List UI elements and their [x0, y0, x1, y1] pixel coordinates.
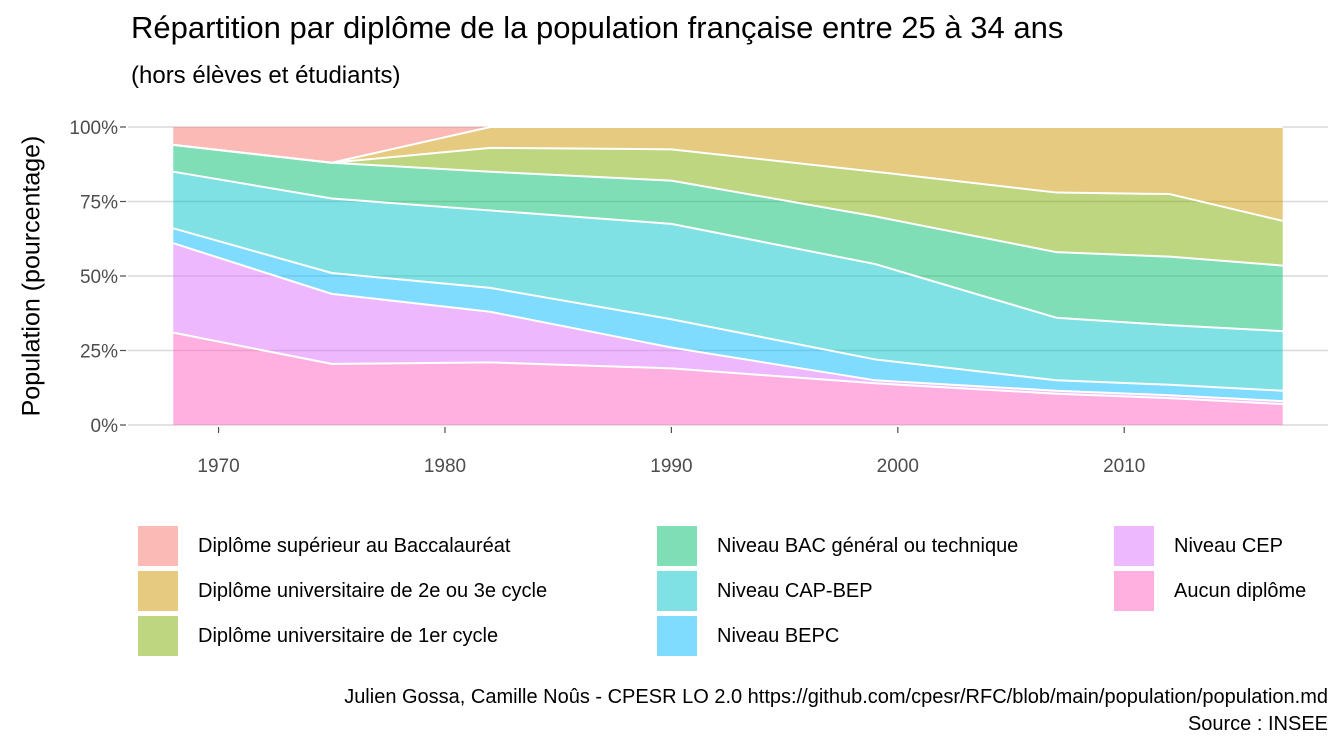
stacked-area-chart: 0% 25% 50% 75% 100% 1970 1980 1990 2000 2010: [69, 118, 1328, 477]
y-tick-label: 0%: [91, 416, 119, 437]
legend-label: Diplôme supérieur au Baccalauréat: [198, 534, 511, 557]
series-boundary-line: [173, 143, 1283, 222]
legend-item: Niveau CEP: [1114, 526, 1283, 566]
series-boundary-line: [172, 242, 1283, 403]
caption: Julien Gossa, Camille Noûs - CPESR LO 2.…: [344, 684, 1328, 738]
legend-swatch: [657, 616, 697, 656]
legend-swatch: [138, 526, 178, 566]
area-aucun-dipl-me: [173, 332, 1283, 425]
x-tick-label: 1970: [197, 456, 239, 477]
x-tick-label: 1980: [424, 456, 466, 477]
legend-label: Diplôme universitaire de 2e ou 3e cycle: [198, 579, 548, 602]
area-niveau-cap-bep: [173, 171, 1283, 391]
area-niveau-bac-g-n-ral-ou-technique: [173, 144, 1283, 332]
legend-item: Diplôme universitaire de 2e ou 3e cycle: [138, 571, 547, 611]
series-boundary-line: [173, 170, 1283, 333]
legend-item: Diplôme supérieur au Baccalauréat: [138, 526, 510, 566]
area-dipl-me-universitaire-de-1er-cycle: [173, 144, 1283, 266]
series-boundary-line: [173, 126, 1283, 164]
legend-swatch: [138, 571, 178, 611]
legend-swatch: [138, 616, 178, 656]
x-tick-label: 1990: [650, 456, 692, 477]
legend-label: Niveau CAP-BEP: [717, 579, 873, 602]
y-tick-label: 75%: [80, 193, 118, 214]
series-boundary-line: [173, 331, 1283, 406]
legend-item: Niveau CAP-BEP: [657, 571, 873, 611]
legend-item: Aucun diplôme: [1114, 571, 1306, 611]
legend-swatch: [657, 526, 697, 566]
legend-item: Niveau BAC général ou technique: [657, 526, 1018, 566]
series-boundary-line: [173, 143, 1283, 267]
legend-swatch: [1114, 571, 1154, 611]
source-line: Source : INSEE: [1187, 713, 1328, 735]
y-tick-label: 25%: [80, 342, 118, 363]
area-dipl-me-sup-rieur-au-baccalaur-at: [173, 127, 1283, 163]
legend-label: Niveau CEP: [1174, 534, 1283, 557]
chart-title: Répartition par diplôme de la population…: [131, 10, 1064, 45]
legend-swatch: [657, 571, 697, 611]
y-tick-label: 100%: [69, 118, 118, 139]
legend-label: Niveau BEPC: [717, 624, 840, 647]
x-tick-label: 2000: [877, 456, 919, 477]
series-boundaries: [172, 126, 1283, 406]
legend-item: Niveau BEPC: [657, 616, 839, 656]
axes: 0% 25% 50% 75% 100% 1970 1980 1990 2000 2010: [69, 118, 1145, 477]
area-dipl-me-universitaire-de-2e-ou-3e-cycle: [173, 127, 1283, 221]
credit-line: Julien Gossa, Camille Noûs - CPESR LO 2.…: [344, 686, 1328, 708]
area-layer: [173, 127, 1283, 425]
legend-label: Niveau BAC général ou technique: [717, 534, 1019, 557]
x-tick-label: 2010: [1103, 456, 1145, 477]
legend-label: Diplôme universitaire de 1er cycle: [198, 624, 499, 647]
legend-item: Diplôme universitaire de 1er cycle: [138, 616, 498, 656]
legend-swatch: [1114, 526, 1154, 566]
legend-label: Aucun diplôme: [1174, 579, 1307, 602]
y-tick-label: 50%: [80, 267, 118, 288]
series-boundary-line: [173, 227, 1283, 392]
chart-subtitle: (hors élèves et étudiants): [131, 62, 401, 89]
